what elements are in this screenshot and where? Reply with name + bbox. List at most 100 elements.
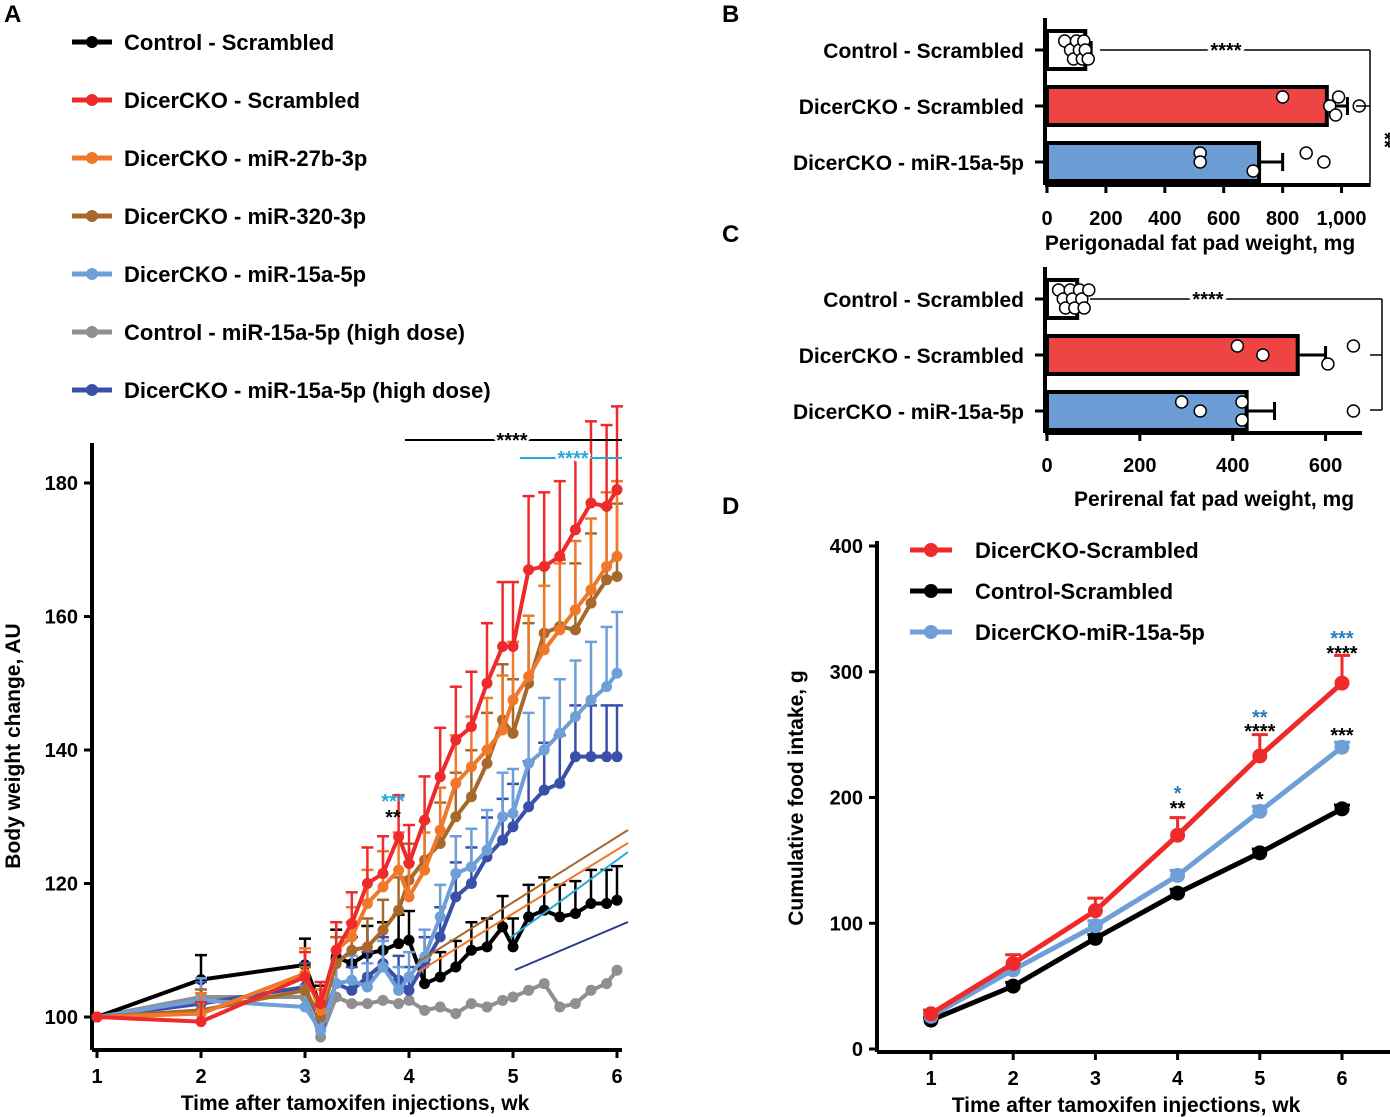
legend-label-dicercko-scrambled: DicerCKO - Scrambled	[124, 88, 360, 113]
point-control-mir-15a-5p-high-dose	[538, 978, 550, 990]
point-control-mir-15a-5p-high-dose	[393, 998, 405, 1010]
panel-letter-a: A	[4, 1, 21, 28]
point-dicercko-mir-15a-5p-high-dose	[601, 751, 613, 763]
point-dicercko-mir-27b-3p	[419, 864, 431, 876]
y-tick-label-120: 120	[45, 874, 78, 896]
point-dicercko-mir-27b-3p	[569, 604, 581, 616]
legend-label-control-scrambled: Control-Scrambled	[975, 579, 1173, 604]
bar-dicercko-mir-15a-5p	[1045, 390, 1249, 432]
point-dicercko-scrambled	[554, 550, 566, 562]
point-dicercko-mir-320-3p	[585, 597, 597, 609]
point-dicercko-mir-15a-5p	[585, 694, 597, 706]
point-dicercko-mir-27b-3p	[507, 694, 519, 706]
sig-w6-light: ***	[1330, 725, 1354, 747]
data-point-dicercko-scrambled	[1328, 108, 1343, 122]
point-dicercko-mir-15a-5p-high-dose	[346, 984, 358, 996]
point-dicercko-scrambled	[393, 831, 405, 843]
sig-bracket-b-right	[1356, 105, 1371, 187]
y-axis-label: Cumulative food intake, g	[785, 670, 808, 926]
point-dicercko-mir-15a-5p-high-dose	[554, 777, 566, 789]
point-control-mir-15a-5p-high-dose	[611, 964, 623, 976]
x-tick-label-600: 600	[1207, 208, 1240, 230]
point-dicercko-mir-15a-5p	[611, 667, 623, 679]
legend-marker-dicercko-scrambled	[86, 94, 98, 106]
x-tick-label-0: 0	[1041, 208, 1052, 230]
x-tick-label-4: 4	[1172, 1068, 1184, 1090]
data-point-dicercko-scrambled	[1331, 90, 1346, 104]
legend-label-dicercko-mir-15a-5p-high-dose: DicerCKO - miR-15a-5p (high dose)	[124, 378, 491, 403]
panel-letter-c: C	[722, 221, 739, 248]
point-dicercko-mir-27b-3p	[481, 744, 493, 756]
point-control-mir-15a-5p-high-dose	[601, 978, 613, 990]
point-dicercko-mir-15a-5p-high-dose	[569, 751, 581, 763]
data-point-dicercko-mir-15a-5p	[1346, 404, 1361, 418]
sig-label-b-1: ****	[1210, 40, 1241, 62]
legend-marker-dicercko-scrambled	[924, 543, 938, 557]
data-point-dicercko-scrambled	[1321, 357, 1335, 371]
x-axis-label: Perigonadal fat pad weight, mg	[1045, 232, 1355, 255]
point-control-mir-15a-5p-high-dose	[465, 998, 477, 1010]
point-dicercko-scrambled	[403, 857, 415, 869]
point-dicercko-mir-27b-3p	[538, 644, 550, 656]
point-dicercko-mir-320-3p	[393, 904, 405, 916]
point-dicercko-mir-320-3p	[601, 574, 613, 586]
point-dicercko-scrambled	[1170, 827, 1186, 843]
point-dicercko-mir-15a-5p	[377, 961, 389, 973]
panel-letter-b: B	[722, 1, 739, 28]
point-control-scrambled	[611, 894, 623, 906]
point-dicercko-mir-15a-5p	[1252, 803, 1268, 819]
point-dicercko-mir-320-3p	[507, 727, 519, 739]
point-control-scrambled	[569, 908, 581, 920]
point-dicercko-mir-15a-5p-high-dose	[434, 931, 446, 943]
point-control-scrambled	[601, 898, 613, 910]
point-control-scrambled	[497, 921, 509, 933]
sig-label-b-2: **	[1373, 132, 1390, 148]
point-dicercko-mir-320-3p	[377, 924, 389, 936]
sig-w6-black: ****	[1326, 643, 1357, 665]
point-dicercko-mir-27b-3p	[434, 824, 446, 836]
point-control-scrambled	[523, 911, 535, 923]
legend-label-dicercko-mir-27b-3p: DicerCKO - miR-27b-3p	[124, 146, 367, 171]
x-tick-label-0: 0	[1041, 455, 1052, 477]
point-dicercko-mir-320-3p	[346, 944, 358, 956]
point-dicercko-scrambled	[601, 500, 613, 512]
x-tick-label-400: 400	[1148, 208, 1181, 230]
data-point-dicercko-mir-15a-5p	[1235, 395, 1249, 409]
y-tick-label-100: 100	[45, 1007, 78, 1029]
point-dicercko-scrambled	[299, 971, 311, 983]
point-control-mir-15a-5p-high-dose	[481, 1001, 493, 1013]
trend-line-1	[417, 842, 629, 973]
sig-label-blue-w38: ***	[381, 791, 405, 813]
point-control-scrambled	[538, 904, 550, 916]
trend-line-0	[417, 829, 629, 963]
line-dicercko-mir-15a-5p	[96, 672, 619, 1033]
data-point-dicercko-scrambled	[1275, 90, 1290, 104]
point-dicercko-mir-27b-3p	[393, 864, 405, 876]
point-control-scrambled	[1087, 930, 1103, 946]
sig-w5-light: *	[1256, 789, 1264, 811]
category-label-dicercko-scrambled: DicerCKO - Scrambled	[799, 345, 1024, 368]
panel-d: 0 100 200 300 400 1 2 3 4 5 6 Time after tamoxifen …	[785, 536, 1390, 1117]
point-dicercko-scrambled	[465, 721, 477, 733]
point-dicercko-mir-320-3p	[569, 624, 581, 636]
sig-w4-black: **	[1170, 798, 1186, 820]
point-dicercko-scrambled	[1334, 675, 1350, 691]
point-control-scrambled	[481, 941, 493, 953]
x-tick-label-6: 6	[1336, 1068, 1347, 1090]
point-dicercko-mir-15a-5p-high-dose	[450, 891, 462, 903]
legend-marker-control-scrambled	[924, 584, 938, 598]
point-dicercko-mir-15a-5p	[361, 981, 373, 993]
point-dicercko-mir-320-3p	[481, 757, 493, 769]
panel-a: Control - Scrambled DicerCKO - Scrambled D…	[2, 30, 629, 1115]
data-point-control-scrambled	[1081, 52, 1095, 66]
point-dicercko-mir-15a-5p-high-dose	[538, 784, 550, 796]
point-dicercko-mir-15a-5p	[434, 911, 446, 923]
point-dicercko-scrambled	[1005, 955, 1021, 971]
point-dicercko-mir-320-3p	[465, 791, 477, 803]
y-tick-label-100: 100	[830, 913, 863, 935]
point-dicercko-mir-27b-3p	[361, 898, 373, 910]
point-dicercko-mir-15a-5p	[393, 984, 405, 996]
point-dicercko-mir-320-3p	[299, 984, 311, 996]
panel-c: Control - Scrambled DicerCKO - Scrambled D…	[793, 267, 1383, 511]
